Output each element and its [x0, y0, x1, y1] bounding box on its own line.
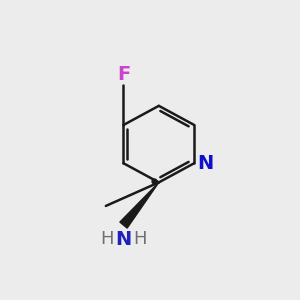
Text: H: H: [100, 230, 114, 248]
Polygon shape: [120, 182, 159, 228]
Text: H: H: [133, 230, 146, 248]
Text: N: N: [197, 154, 214, 173]
Text: F: F: [117, 64, 130, 83]
Text: N: N: [116, 230, 132, 249]
